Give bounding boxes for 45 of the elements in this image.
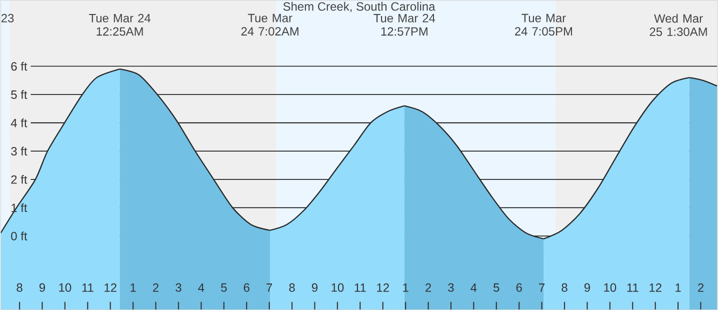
- x-tick-label: 9: [312, 283, 318, 292]
- y-tick-label: 1 ft: [12, 203, 28, 212]
- x-tick-label: 12: [650, 283, 662, 292]
- x-tick-label: 2: [698, 283, 704, 292]
- x-tick-label: 11: [354, 283, 366, 292]
- x-tick-label: 9: [584, 283, 590, 292]
- y-tick-label: 4 ft: [10, 118, 28, 128]
- x-tick-label: 2: [153, 283, 158, 292]
- x-tick-label: 11: [627, 283, 638, 292]
- y-tick-label: 0 ft: [11, 231, 28, 240]
- x-tick-label: 4: [470, 283, 477, 292]
- chart-title: Shem Creek, South Carolina: [283, 2, 436, 12]
- x-tick-label: 11: [82, 283, 94, 292]
- annotation: Tue Mar 24 12:57PM: [374, 14, 436, 36]
- x-tick-label: 10: [59, 283, 72, 292]
- x-tick-label: 10: [604, 283, 616, 292]
- annotation: Tue Mar 24 12:25AM: [89, 14, 151, 36]
- x-tick-label: 2: [426, 283, 431, 292]
- x-tick-label: 8: [16, 283, 22, 292]
- y-tick-label: 2 ft: [11, 174, 28, 184]
- x-tick-label: 1: [403, 283, 408, 292]
- annotation: Wed Mar 25 1:30AM: [650, 14, 707, 36]
- y-tick-label: 3 ft: [11, 146, 28, 156]
- x-tick-label: 5: [221, 283, 227, 292]
- x-tick-label: 10: [332, 283, 344, 292]
- x-tick-label: 7: [266, 283, 272, 292]
- x-tick-label: 12: [377, 283, 389, 292]
- x-tick-label: 12: [104, 283, 116, 292]
- x-tick-label: 3: [176, 283, 182, 292]
- x-tick-label: 1: [676, 283, 681, 292]
- x-tick-label: 4: [198, 283, 204, 292]
- x-tick-label: 9: [39, 283, 46, 292]
- x-tick-label: 6: [516, 283, 522, 292]
- annotation: Tue Mar 24 7:05PM: [514, 14, 572, 36]
- x-tick-label: 8: [562, 283, 568, 292]
- y-tick-label: 5 ft: [11, 90, 28, 99]
- annotation: 23: [1, 14, 14, 22]
- x-tick-label: 8: [289, 283, 295, 292]
- x-tick-label: 7: [539, 283, 545, 292]
- x-tick-label: 3: [448, 283, 454, 292]
- annotation: Tue Mar 24 7:02AM: [241, 14, 298, 36]
- x-tick-label: 5: [494, 283, 500, 292]
- x-tick-label: 1: [130, 283, 136, 292]
- x-tick-label: 6: [244, 283, 250, 292]
- y-tick-label: 6 ft: [11, 62, 28, 70]
